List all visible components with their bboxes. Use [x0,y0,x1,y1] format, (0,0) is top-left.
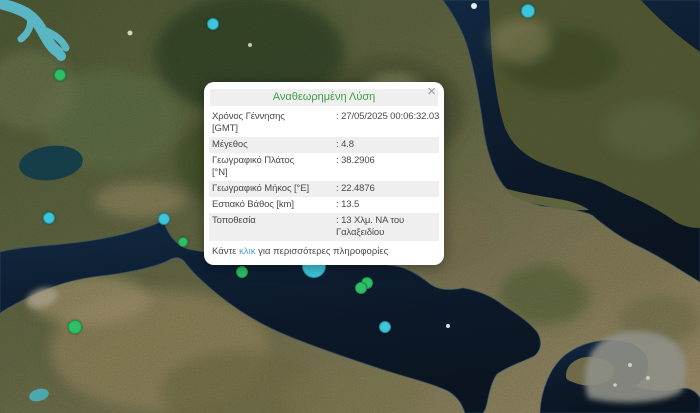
popup-row: Εστιακό Βάθος [km] : 13.5 [209,197,439,213]
row-label: Εστιακό Βάθος [km] [212,199,294,210]
earthquake-popup: × Αναθεωρημένη Λύση Χρόνος Γέννησης [GMT… [204,82,444,265]
close-icon[interactable]: × [427,83,436,100]
row-value: : 22.4876 [336,183,375,194]
row-label: Γεωγραφικό Μήκος [°Ε] [212,183,310,194]
earthquake-marker[interactable] [54,69,66,81]
earthquake-marker[interactable] [68,320,82,334]
row-value: : 38.2906 [336,155,375,166]
earthquake-marker[interactable] [521,4,535,18]
row-value: : 13 Χλμ. ΝΑ του Γαλαξειδίου [336,215,405,238]
earthquake-marker[interactable] [207,18,219,30]
row-label: Μέγεθος [212,139,248,150]
popup-footer: Κάντε κλικ για περισσότερες πληροφορίες [209,243,439,258]
row-label: Τοποθεσία [212,215,256,226]
row-value: : 27/05/2025 00:06:32.03 [336,111,440,122]
row-value: : 13.5 [336,199,360,210]
earthquake-marker[interactable] [43,212,55,224]
earthquake-marker[interactable] [158,213,170,225]
popup-row: Χρόνος Γέννησης [GMT] : 27/05/2025 00:06:… [209,109,439,137]
row-label: Χρόνος Γέννησης [GMT] [212,111,285,134]
earthquake-marker[interactable] [178,237,188,247]
footer-suffix: για περισσότερες πληροφορίες [255,246,389,257]
row-value: : 4.8 [336,139,354,150]
popup-row: Γεωγραφικό Μήκος [°Ε] : 22.4876 [209,181,439,197]
earthquake-marker[interactable] [355,282,367,294]
popup-row: Γεωγραφικό Πλάτος [°N] : 38.2906 [209,153,439,181]
popup-row: Μέγεθος : 4.8 [209,137,439,153]
popup-title: Αναθεωρημένη Λύση [210,89,438,106]
popup-rows: Χρόνος Γέννησης [GMT] : 27/05/2025 00:06:… [204,109,444,241]
earthquake-marker[interactable] [236,266,248,278]
footer-prefix: Κάντε [212,246,240,257]
earthquake-marker[interactable] [379,321,391,333]
row-label: Γεωγραφικό Πλάτος [°N] [212,155,295,178]
more-info-link[interactable]: κλικ [239,246,256,257]
popup-row: Τοποθεσία : 13 Χλμ. ΝΑ του Γαλαξειδίου [209,213,439,241]
